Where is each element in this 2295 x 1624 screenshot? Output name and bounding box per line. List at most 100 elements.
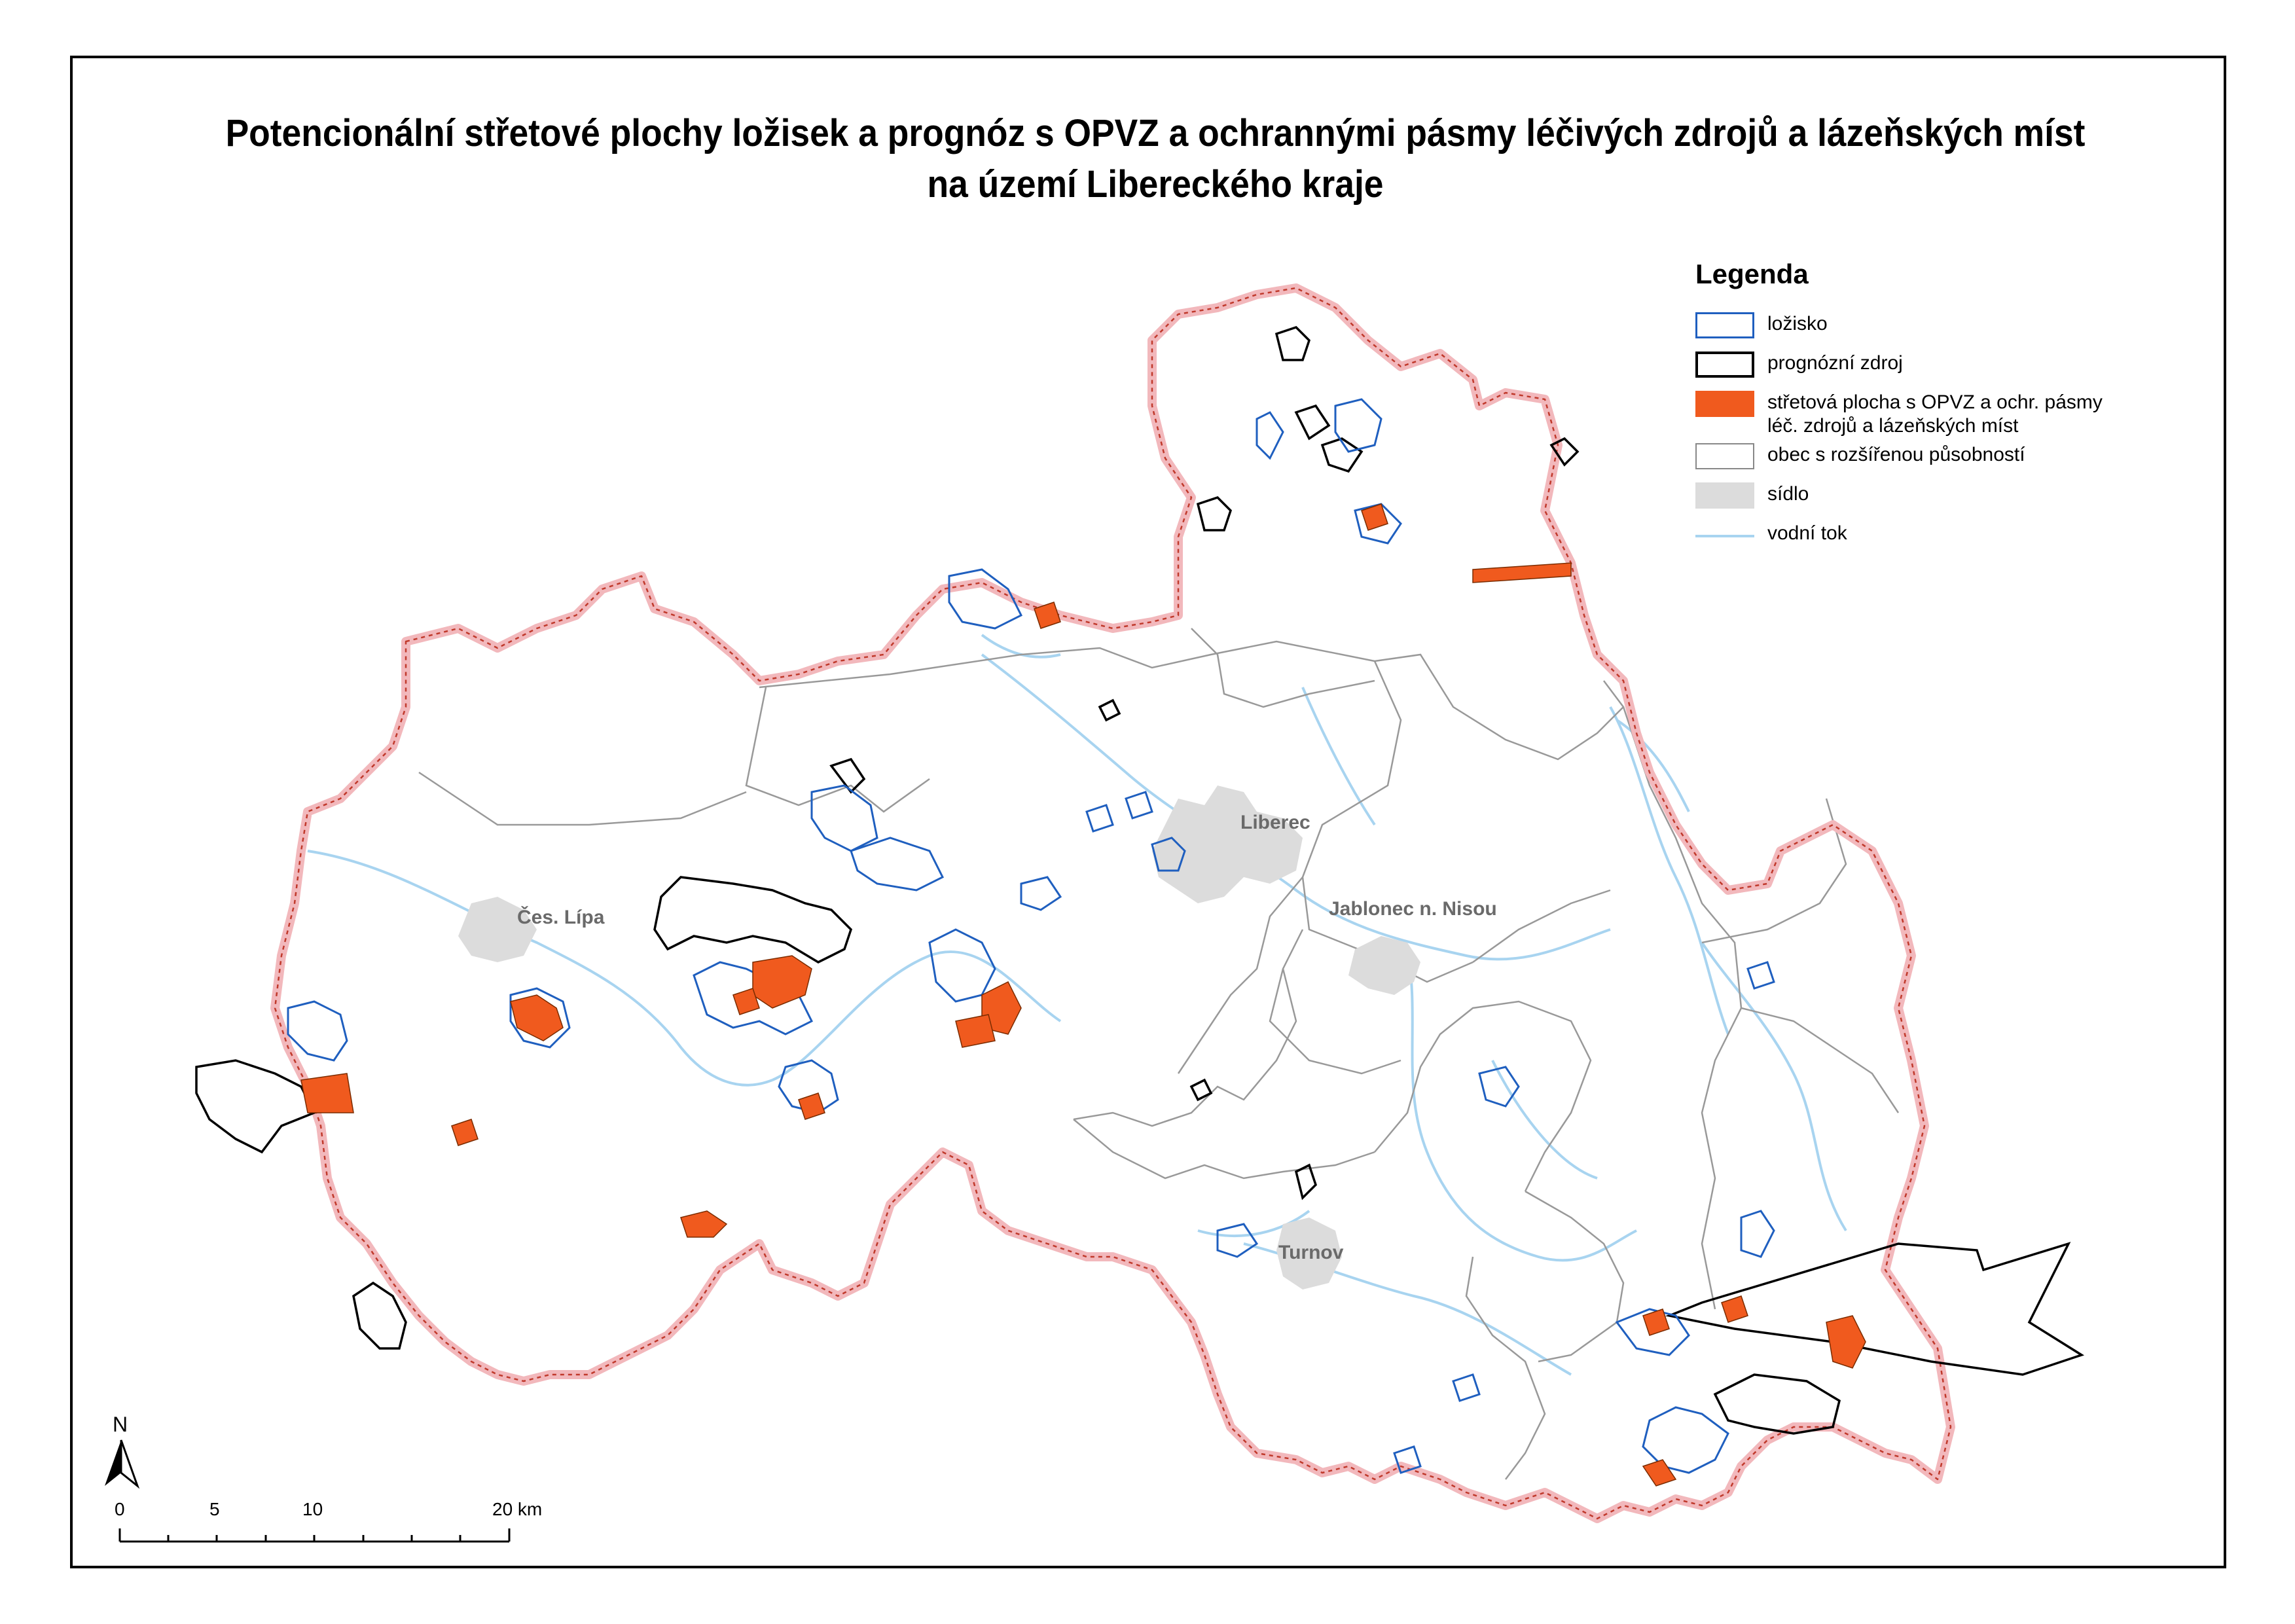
legend-item-lozisko: ložisko [1695, 310, 2154, 349]
settlement-liberec [1152, 785, 1303, 903]
legend-label: obec s rozšířenou působností [1767, 444, 2025, 465]
prognosis-area [1274, 325, 1311, 361]
municipality-boundary [1374, 1000, 1592, 1192]
legend-label: vodní tok [1767, 522, 1847, 544]
conflict-areas [300, 503, 1866, 1487]
scale-label-20: 20 km [492, 1499, 543, 1519]
legend-swatch-lozisko [1695, 312, 1754, 338]
legend-label: prognózní zdroj [1767, 352, 1903, 374]
conflict-area [1642, 1459, 1677, 1487]
river-segment [1197, 1210, 1310, 1238]
conflict-area [732, 988, 760, 1015]
prognosis-area [1713, 1373, 1841, 1435]
deposit-area [693, 961, 814, 1036]
legend-item-sidlo: sídlo [1695, 480, 2154, 519]
deposit-area [1125, 791, 1153, 820]
north-arrow-icon [105, 1439, 140, 1489]
scale-bar [118, 1528, 511, 1543]
municipality-boundary [1191, 628, 1375, 708]
river-jizera [1406, 948, 1637, 1262]
municipality-boundaries [418, 628, 1900, 1480]
legend-swatch-sidlo [1695, 482, 1754, 509]
deposit-area [1216, 1223, 1259, 1258]
legend-item-obec: obec s rozšířenou působností [1695, 441, 2154, 480]
river-segment [1491, 1060, 1598, 1180]
river-segment [1609, 706, 1729, 1035]
river-segment [1701, 941, 1847, 1232]
municipality-boundary [1525, 1190, 1625, 1363]
town-label-jablonec: Jablonec n. Nisou [1329, 898, 1497, 920]
conflict-area [798, 1092, 825, 1120]
town-label-turnov: Turnov [1278, 1242, 1344, 1263]
deposit-area [1393, 1445, 1422, 1474]
municipality-boundary [1465, 1256, 1546, 1480]
deposit-area [928, 928, 996, 1003]
prognosis-area [653, 876, 853, 964]
deposit-area [1334, 398, 1382, 453]
deposit-area [1452, 1373, 1481, 1402]
deposit-area [1085, 804, 1114, 833]
map-title-line2: na území Libereckého kraje [927, 163, 1384, 206]
municipality-boundary [1374, 653, 1625, 761]
river-network [307, 634, 1847, 1376]
legend-item-prognozni-zdroj: prognózní zdroj [1695, 349, 2154, 388]
deposit-area [778, 1059, 839, 1114]
deposit-area [1746, 961, 1775, 990]
settlement-jablonec [1348, 936, 1420, 995]
legend-swatch-stret [1695, 391, 1754, 417]
conflict-area [752, 955, 812, 1009]
north-label: N [113, 1413, 128, 1436]
municipality-boundary [1269, 968, 1401, 1075]
deposit-area [1740, 1210, 1775, 1258]
conflict-area [680, 1210, 728, 1238]
deposit-area [1256, 411, 1284, 460]
river-segment [772, 950, 1062, 1081]
river-ploucnice [307, 850, 773, 1087]
scale-label-0: 0 [115, 1499, 125, 1519]
municipality-boundary [418, 771, 747, 826]
prognosis-area [1294, 404, 1331, 441]
prognosis-area [1196, 496, 1233, 532]
legend-label: ložisko [1767, 313, 1828, 334]
conflict-area [300, 1073, 354, 1113]
deposit-area [1151, 837, 1186, 872]
deposit-area [1615, 1308, 1690, 1356]
municipality-boundary [1701, 798, 1847, 944]
prognosis-area [1189, 1078, 1213, 1102]
settlements [458, 785, 1420, 1290]
town-label-liberec: Liberec [1240, 812, 1310, 833]
deposit-area [948, 568, 1023, 630]
legend-swatch-obec [1695, 443, 1754, 469]
settlement-turnov [1276, 1218, 1342, 1290]
deposit-area [509, 987, 571, 1049]
region-boundary-line [274, 287, 1952, 1520]
town-label-ceska-lipa: Čes. Lípa [517, 907, 605, 928]
prognosis-resources [195, 325, 2085, 1435]
deposit-area [810, 784, 878, 852]
legend-swatch-tok [1695, 535, 1754, 537]
river-nisa [981, 653, 1611, 961]
deposit-area [1020, 876, 1062, 911]
conflict-area [1361, 503, 1388, 531]
legend-heading: Legenda [1695, 259, 1809, 289]
conflict-area [510, 994, 564, 1041]
scale-label-10: 10 [302, 1499, 323, 1519]
municipality-boundary [1301, 660, 1473, 983]
conflict-area [451, 1119, 479, 1146]
legend-swatch-prognoz [1695, 352, 1754, 378]
prognosis-area [1294, 1163, 1318, 1200]
settlement-ceska-lipa [458, 897, 537, 962]
prognosis-area [352, 1281, 407, 1350]
municipality-boundary [1741, 1007, 1900, 1113]
municipality-boundary [1073, 929, 1304, 1127]
legend-item-stretova-plocha: střetová plocha s OPVZ a ochr. pásmy léč… [1695, 388, 2154, 441]
conflict-area [1826, 1315, 1866, 1369]
prognosis-area [1549, 437, 1580, 467]
river-segment [981, 634, 1061, 659]
map-title-line1: Potencionální střetové plochy ložisek a … [225, 112, 2086, 154]
conflict-area [1034, 602, 1061, 629]
municipality-boundary [1177, 876, 1303, 1074]
municipality-boundary [1472, 889, 1611, 964]
conflict-area [1642, 1308, 1670, 1336]
